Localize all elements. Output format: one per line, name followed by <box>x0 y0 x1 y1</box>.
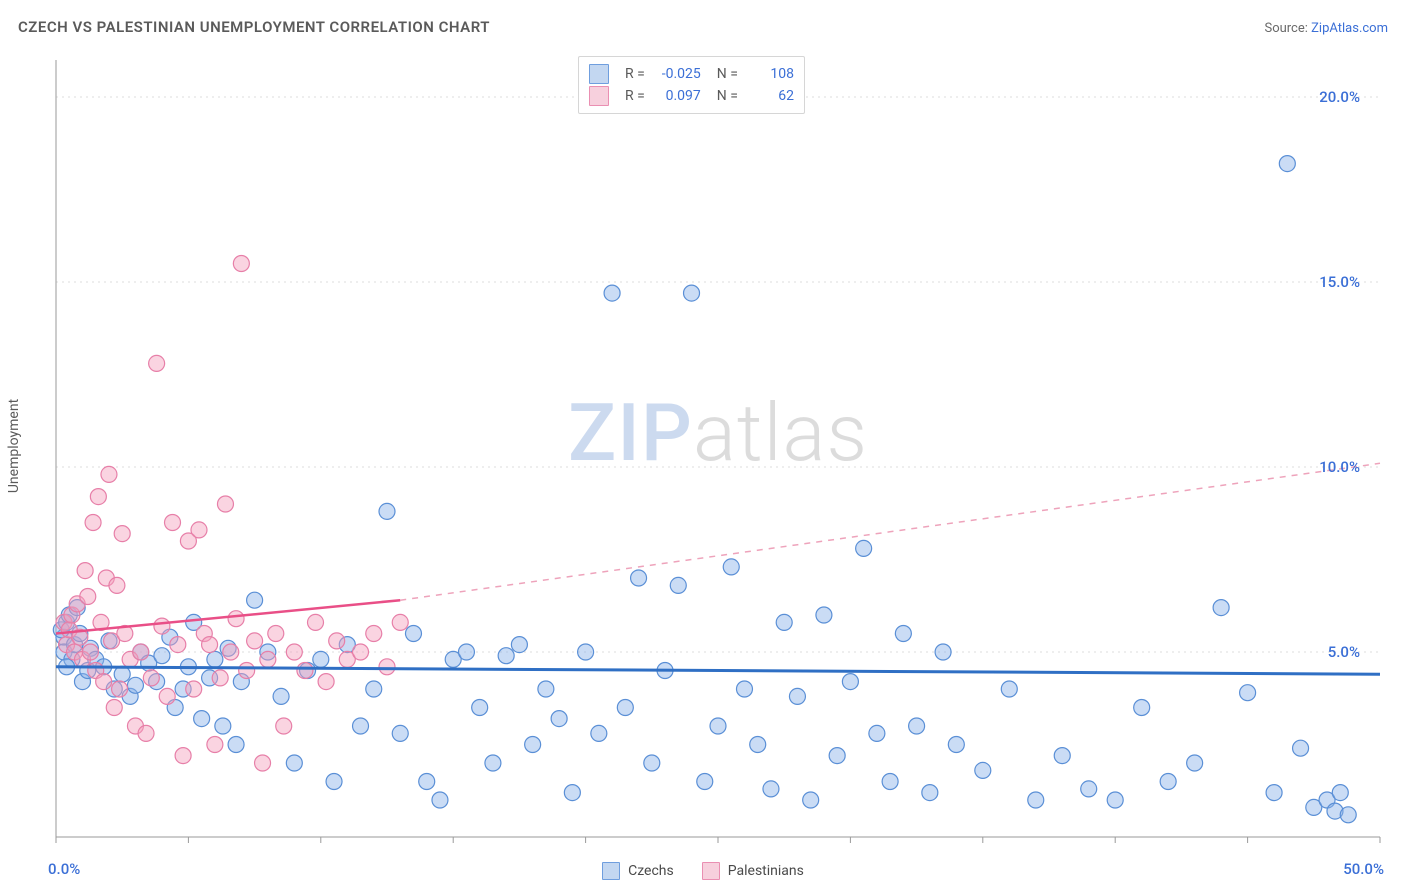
legend-item-palestinians: Palestinians <box>702 862 804 880</box>
chart-area: ZIPatlas R =-0.025N =108R =0.097N =62 5.… <box>50 50 1386 847</box>
stats-legend-row: R =-0.025N =108 <box>589 63 794 85</box>
scatter-chart <box>50 50 1386 847</box>
y-tick-label: 5.0% <box>1328 643 1360 661</box>
swatch-czechs <box>602 862 620 880</box>
y-tick-label: 20.0% <box>1319 88 1360 106</box>
y-tick-label: 10.0% <box>1319 458 1360 476</box>
source-label: Source: ZipAtlas.com <box>1264 21 1388 36</box>
stats-legend-row: R =0.097N =62 <box>589 85 794 107</box>
bottom-legend: Czechs Palestinians <box>0 862 1406 880</box>
y-axis-label: Unemployment <box>6 399 22 493</box>
swatch-palestinians <box>702 862 720 880</box>
legend-item-czechs: Czechs <box>602 862 674 880</box>
y-tick-label: 15.0% <box>1319 273 1360 291</box>
swatch-icon <box>589 86 609 106</box>
swatch-icon <box>589 64 609 84</box>
chart-title: CZECH VS PALESTINIAN UNEMPLOYMENT CORREL… <box>18 18 490 36</box>
source-link[interactable]: ZipAtlas.com <box>1311 21 1388 36</box>
header: CZECH VS PALESTINIAN UNEMPLOYMENT CORREL… <box>18 18 1388 36</box>
stats-legend: R =-0.025N =108R =0.097N =62 <box>578 56 805 114</box>
